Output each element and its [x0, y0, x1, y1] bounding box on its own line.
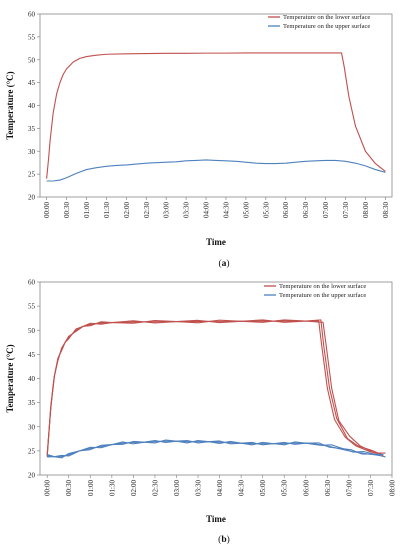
x-tick-label: 07:30 [342, 202, 350, 218]
x-axis-label: Time [206, 514, 226, 524]
y-tick-label: 60 [28, 279, 36, 287]
x-tick-label: 03:30 [195, 480, 203, 496]
y-tick-label: 45 [28, 79, 36, 87]
x-tick-label: 04:00 [216, 480, 224, 496]
series-line [47, 440, 382, 458]
series-line [46, 52, 386, 179]
legend-label: Temperature on the upper surface [283, 23, 370, 30]
x-tick-label: 04:30 [222, 202, 230, 218]
y-tick-label: 55 [28, 303, 36, 311]
x-tick-label: 02:30 [151, 480, 159, 496]
x-tick-label: 06:00 [282, 202, 290, 218]
x-axis-label: Time [206, 237, 226, 247]
series-line [47, 439, 386, 459]
series-line [46, 319, 384, 457]
x-tick-label: 06:00 [302, 480, 310, 496]
caption-letter: b [221, 535, 226, 545]
y-tick-label: 55 [28, 33, 36, 41]
plot-frame [39, 13, 393, 198]
x-tick-label: 03:00 [173, 480, 181, 496]
y-tick-label: 25 [28, 447, 36, 455]
plot-frame [39, 281, 393, 476]
x-tick-label: 00:30 [63, 202, 71, 218]
y-tick-label: 45 [28, 351, 36, 359]
chart-panel-a: 20 25 30 35 40 45 50 55 60 00:00 00:30 01:00 01:30 02… [5, 11, 393, 269]
legend-label: Temperature on the lower surface [279, 283, 366, 290]
caption-letter: a [222, 259, 227, 269]
x-tick-label: 03:30 [183, 202, 191, 218]
x-tick-label: 01:30 [103, 202, 111, 218]
y-tick-label: 30 [28, 423, 36, 431]
series-line [46, 159, 386, 182]
y-tick-label: 30 [28, 148, 36, 156]
x-tick-label: 08:00 [362, 202, 370, 218]
x-tick-label: 04:30 [238, 480, 246, 496]
x-tick-label: 05:00 [242, 202, 250, 218]
x-tick-label: 01:30 [108, 480, 116, 496]
x-tick-label: 03:00 [163, 202, 171, 218]
x-tick-label: 05:30 [281, 480, 289, 496]
y-tick-label: 50 [28, 327, 36, 335]
y-tick-label: 35 [28, 399, 36, 407]
x-tick-label: 04:00 [203, 202, 211, 218]
series-upper-surface [46, 159, 386, 182]
y-axis-label: Temperature (°C) [5, 71, 15, 139]
legend-label: Temperature on the lower surface [283, 14, 370, 21]
caption-open: ( [218, 534, 221, 545]
x-tick-label: 05:30 [262, 202, 270, 218]
caption-close: ) [227, 534, 230, 545]
y-tick-label: 50 [28, 56, 36, 64]
panel-caption: (b) [218, 534, 230, 545]
series-upper-surface [47, 439, 386, 459]
x-tick-label: 05:00 [259, 480, 267, 496]
x-tick-label: 06:30 [324, 480, 332, 496]
x-tick-label: 08:30 [382, 202, 390, 218]
caption-close: ) [226, 258, 229, 269]
x-tick-label: 07:00 [345, 480, 353, 496]
series-lower-surface [46, 52, 386, 179]
y-tick-label: 40 [28, 102, 36, 110]
series-line [46, 320, 382, 456]
legend-label: Temperature on the upper surface [279, 292, 366, 299]
y-tick-label: 20 [28, 194, 36, 202]
series-line [46, 319, 386, 455]
x-tick-label: 00:30 [65, 480, 73, 496]
x-tick-label: 00:00 [44, 480, 52, 496]
y-tick-label: 20 [28, 472, 36, 480]
y-tick-label: 60 [28, 11, 36, 19]
chart-panel-b: 20 25 30 35 40 45 50 55 60 00:00 00:30 01:00 01:30 02… [5, 279, 396, 546]
x-tick-label: 02:30 [143, 202, 151, 218]
caption-open: ( [218, 258, 221, 269]
x-tick-label: 01:00 [83, 202, 91, 218]
panel-caption: (a) [218, 258, 229, 269]
legend: Temperature on the lower surface Temperat… [264, 283, 366, 299]
series-lower-surface [46, 319, 386, 457]
x-tick-label: 02:00 [123, 202, 131, 218]
legend: Temperature on the lower surface Temperat… [268, 14, 370, 30]
y-tick-label: 35 [28, 125, 36, 133]
x-tick-label: 06:30 [302, 202, 310, 218]
x-tick-label: 02:00 [130, 480, 138, 496]
y-tick-label: 40 [28, 375, 36, 383]
x-tick-label: 08:00 [389, 480, 397, 496]
y-axis-label: Temperature (°C) [5, 344, 15, 412]
x-tick-label: 07:00 [322, 202, 330, 218]
x-tick-label: 07:30 [367, 480, 375, 496]
x-tick-label: 00:00 [43, 202, 51, 218]
y-tick-label: 25 [28, 171, 36, 179]
x-tick-label: 01:00 [87, 480, 95, 496]
